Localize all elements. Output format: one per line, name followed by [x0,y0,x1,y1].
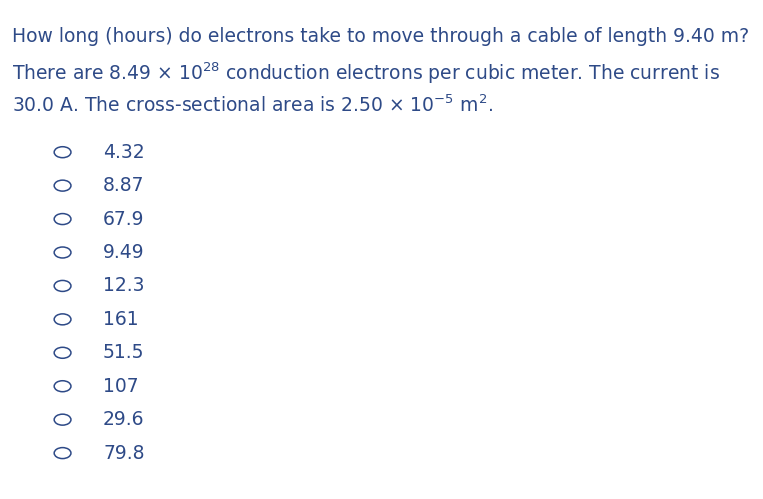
Text: 12.3: 12.3 [103,276,144,295]
Text: 30.0 A. The cross-sectional area is 2.50 $\times$ 10$^{-5}$ m$^{2}$.: 30.0 A. The cross-sectional area is 2.50… [12,94,493,116]
Text: 161: 161 [103,310,139,329]
Text: How long (hours) do electrons take to move through a cable of length 9.40 m?: How long (hours) do electrons take to mo… [12,27,749,46]
Text: 79.8: 79.8 [103,444,144,463]
Text: 9.49: 9.49 [103,243,145,262]
Text: 29.6: 29.6 [103,410,144,429]
Text: 67.9: 67.9 [103,210,144,229]
Text: There are 8.49 $\times$ 10$^{28}$ conduction electrons per cubic meter. The curr: There are 8.49 $\times$ 10$^{28}$ conduc… [12,61,720,86]
Text: 4.32: 4.32 [103,143,145,162]
Text: 107: 107 [103,377,139,396]
Text: 51.5: 51.5 [103,343,144,362]
Text: 8.87: 8.87 [103,176,144,195]
